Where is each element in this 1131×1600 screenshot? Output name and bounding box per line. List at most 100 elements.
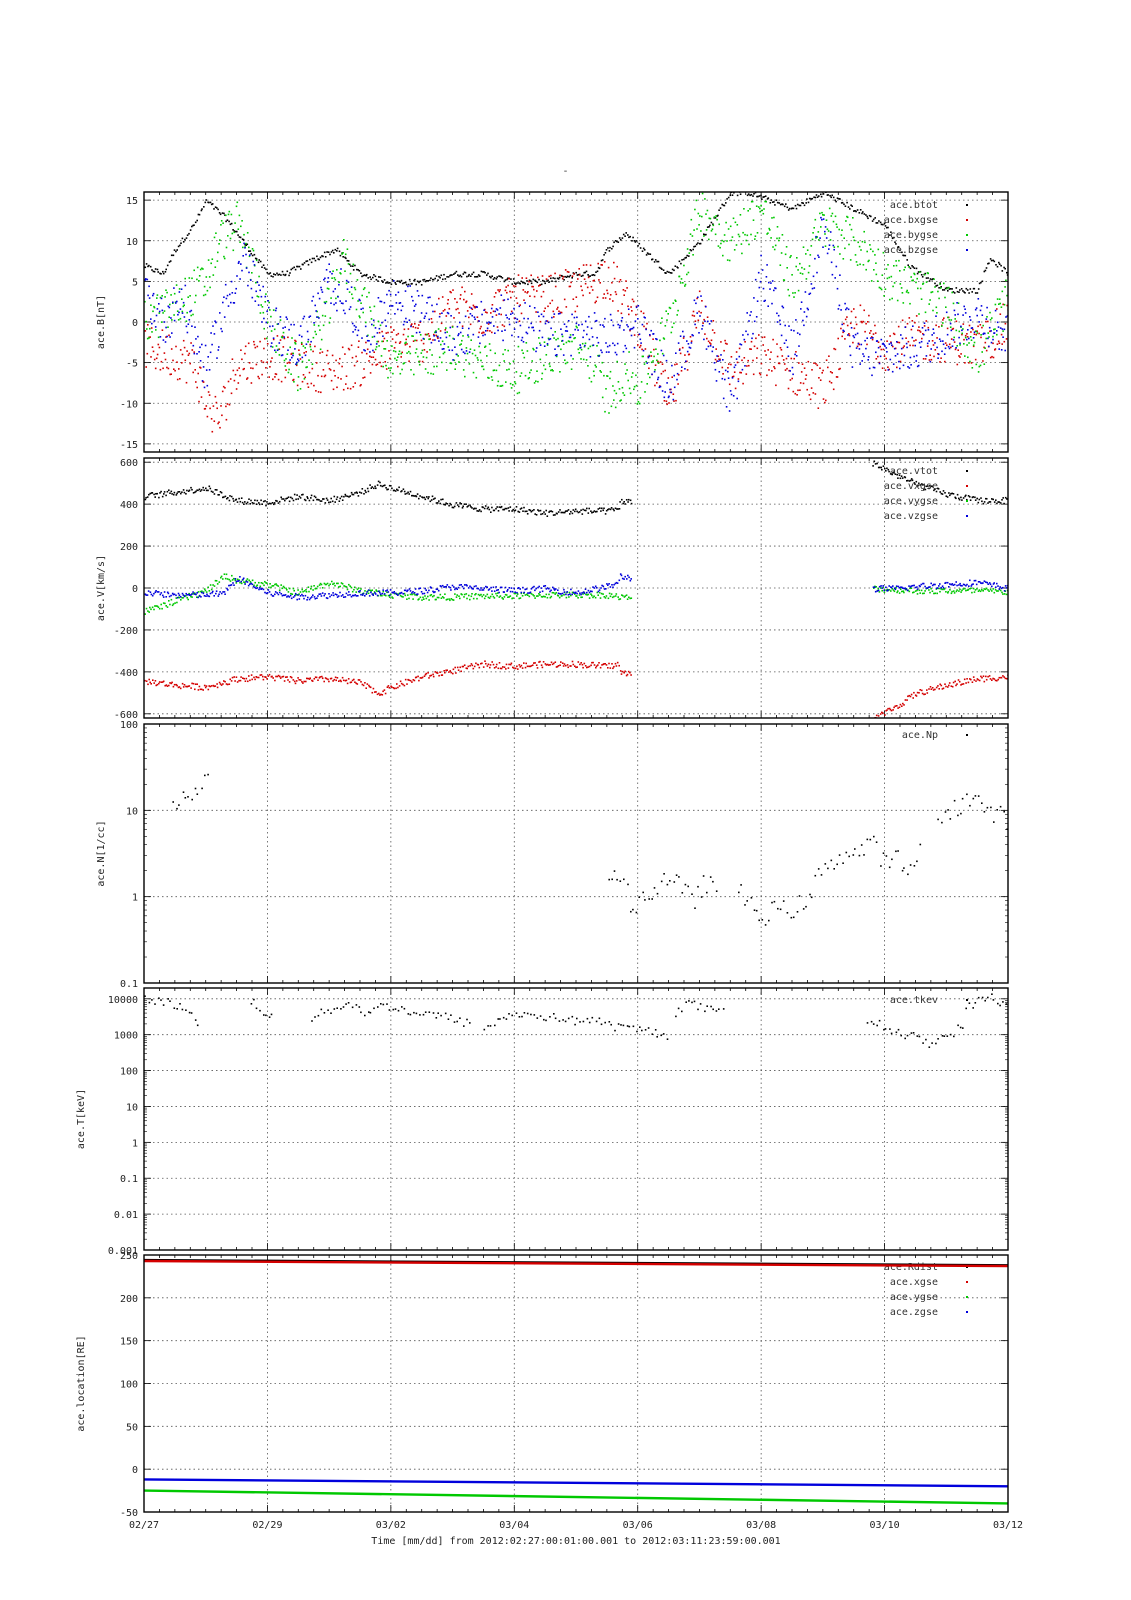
data-point <box>512 278 515 280</box>
data-point <box>740 343 743 346</box>
data-point <box>412 340 415 342</box>
data-point <box>588 507 590 510</box>
data-point <box>336 677 339 679</box>
data-point <box>205 369 208 371</box>
data-point <box>212 405 215 407</box>
data-point <box>832 388 835 391</box>
data-point <box>893 471 895 473</box>
data-point <box>494 352 496 355</box>
data-point <box>230 392 233 395</box>
data-point <box>701 192 704 195</box>
data-point <box>634 241 637 243</box>
data-point <box>324 256 327 258</box>
data-point <box>339 497 341 500</box>
data-point <box>338 281 340 283</box>
data-point <box>452 599 455 601</box>
data-point <box>677 374 680 376</box>
data-point <box>801 266 803 269</box>
data-point <box>439 593 442 596</box>
data-point <box>609 298 611 300</box>
data-point <box>921 689 923 692</box>
data-point <box>422 496 424 499</box>
data-point <box>144 498 147 501</box>
data-point <box>938 287 940 289</box>
data-point <box>363 493 365 495</box>
data-point <box>173 683 176 686</box>
data-point <box>664 369 666 372</box>
data-point <box>546 280 548 282</box>
data-point <box>536 290 538 292</box>
data-point <box>887 226 889 229</box>
data-point <box>516 282 518 284</box>
data-point <box>868 314 870 317</box>
data-point <box>501 324 504 326</box>
data-point <box>852 341 854 344</box>
data-point <box>464 375 466 378</box>
data-point <box>198 213 201 216</box>
data-point <box>227 213 230 216</box>
data-point <box>388 350 390 352</box>
data-point <box>222 222 224 224</box>
data-point <box>510 662 513 665</box>
data-point <box>570 354 572 357</box>
data-point <box>491 379 494 381</box>
data-point <box>423 598 425 600</box>
data-point <box>348 263 351 266</box>
data-point <box>526 513 529 515</box>
data-point <box>336 582 338 585</box>
data-point <box>933 332 935 334</box>
data-point <box>448 349 451 351</box>
data-point <box>374 275 377 278</box>
data-point <box>564 362 567 365</box>
data-point <box>969 336 972 338</box>
data-point <box>909 695 912 698</box>
data-point <box>617 310 619 312</box>
data-point <box>386 591 388 594</box>
data-point <box>222 683 224 685</box>
data-point <box>225 573 228 576</box>
data-point <box>981 500 983 503</box>
data-point <box>188 352 191 355</box>
data-point <box>315 333 317 336</box>
data-point <box>151 346 154 348</box>
data-point <box>146 496 149 498</box>
data-point <box>489 330 491 332</box>
data-point <box>192 224 194 227</box>
data-point <box>494 332 496 334</box>
data-point <box>509 290 511 293</box>
data-point <box>526 280 528 282</box>
data-point <box>948 492 950 494</box>
data-point <box>441 296 444 298</box>
data-point <box>791 207 793 209</box>
data-point <box>1006 294 1008 297</box>
data-point <box>874 324 876 327</box>
data-point <box>223 257 226 260</box>
data-point <box>737 380 740 383</box>
data-point <box>627 325 629 328</box>
data-point <box>572 663 575 666</box>
data-point <box>275 351 277 353</box>
data-point <box>150 356 152 358</box>
data-point <box>992 335 994 338</box>
data-point <box>217 422 219 425</box>
data-point <box>922 333 924 335</box>
data-point <box>174 602 176 604</box>
data-point <box>973 333 976 335</box>
data-point <box>377 297 380 299</box>
data-point <box>548 338 550 341</box>
data-point <box>998 263 1001 265</box>
data-point <box>939 361 941 363</box>
data-point <box>738 355 741 358</box>
data-point <box>277 378 280 381</box>
data-point <box>418 360 420 363</box>
data-point <box>665 359 668 362</box>
data-point <box>942 289 944 291</box>
data-point <box>395 687 397 690</box>
data-point <box>698 332 700 334</box>
data-point <box>272 677 274 679</box>
data-point <box>527 283 529 286</box>
data-point <box>492 595 495 598</box>
data-point <box>470 293 473 295</box>
data-point <box>666 382 668 384</box>
data-point <box>951 492 953 495</box>
